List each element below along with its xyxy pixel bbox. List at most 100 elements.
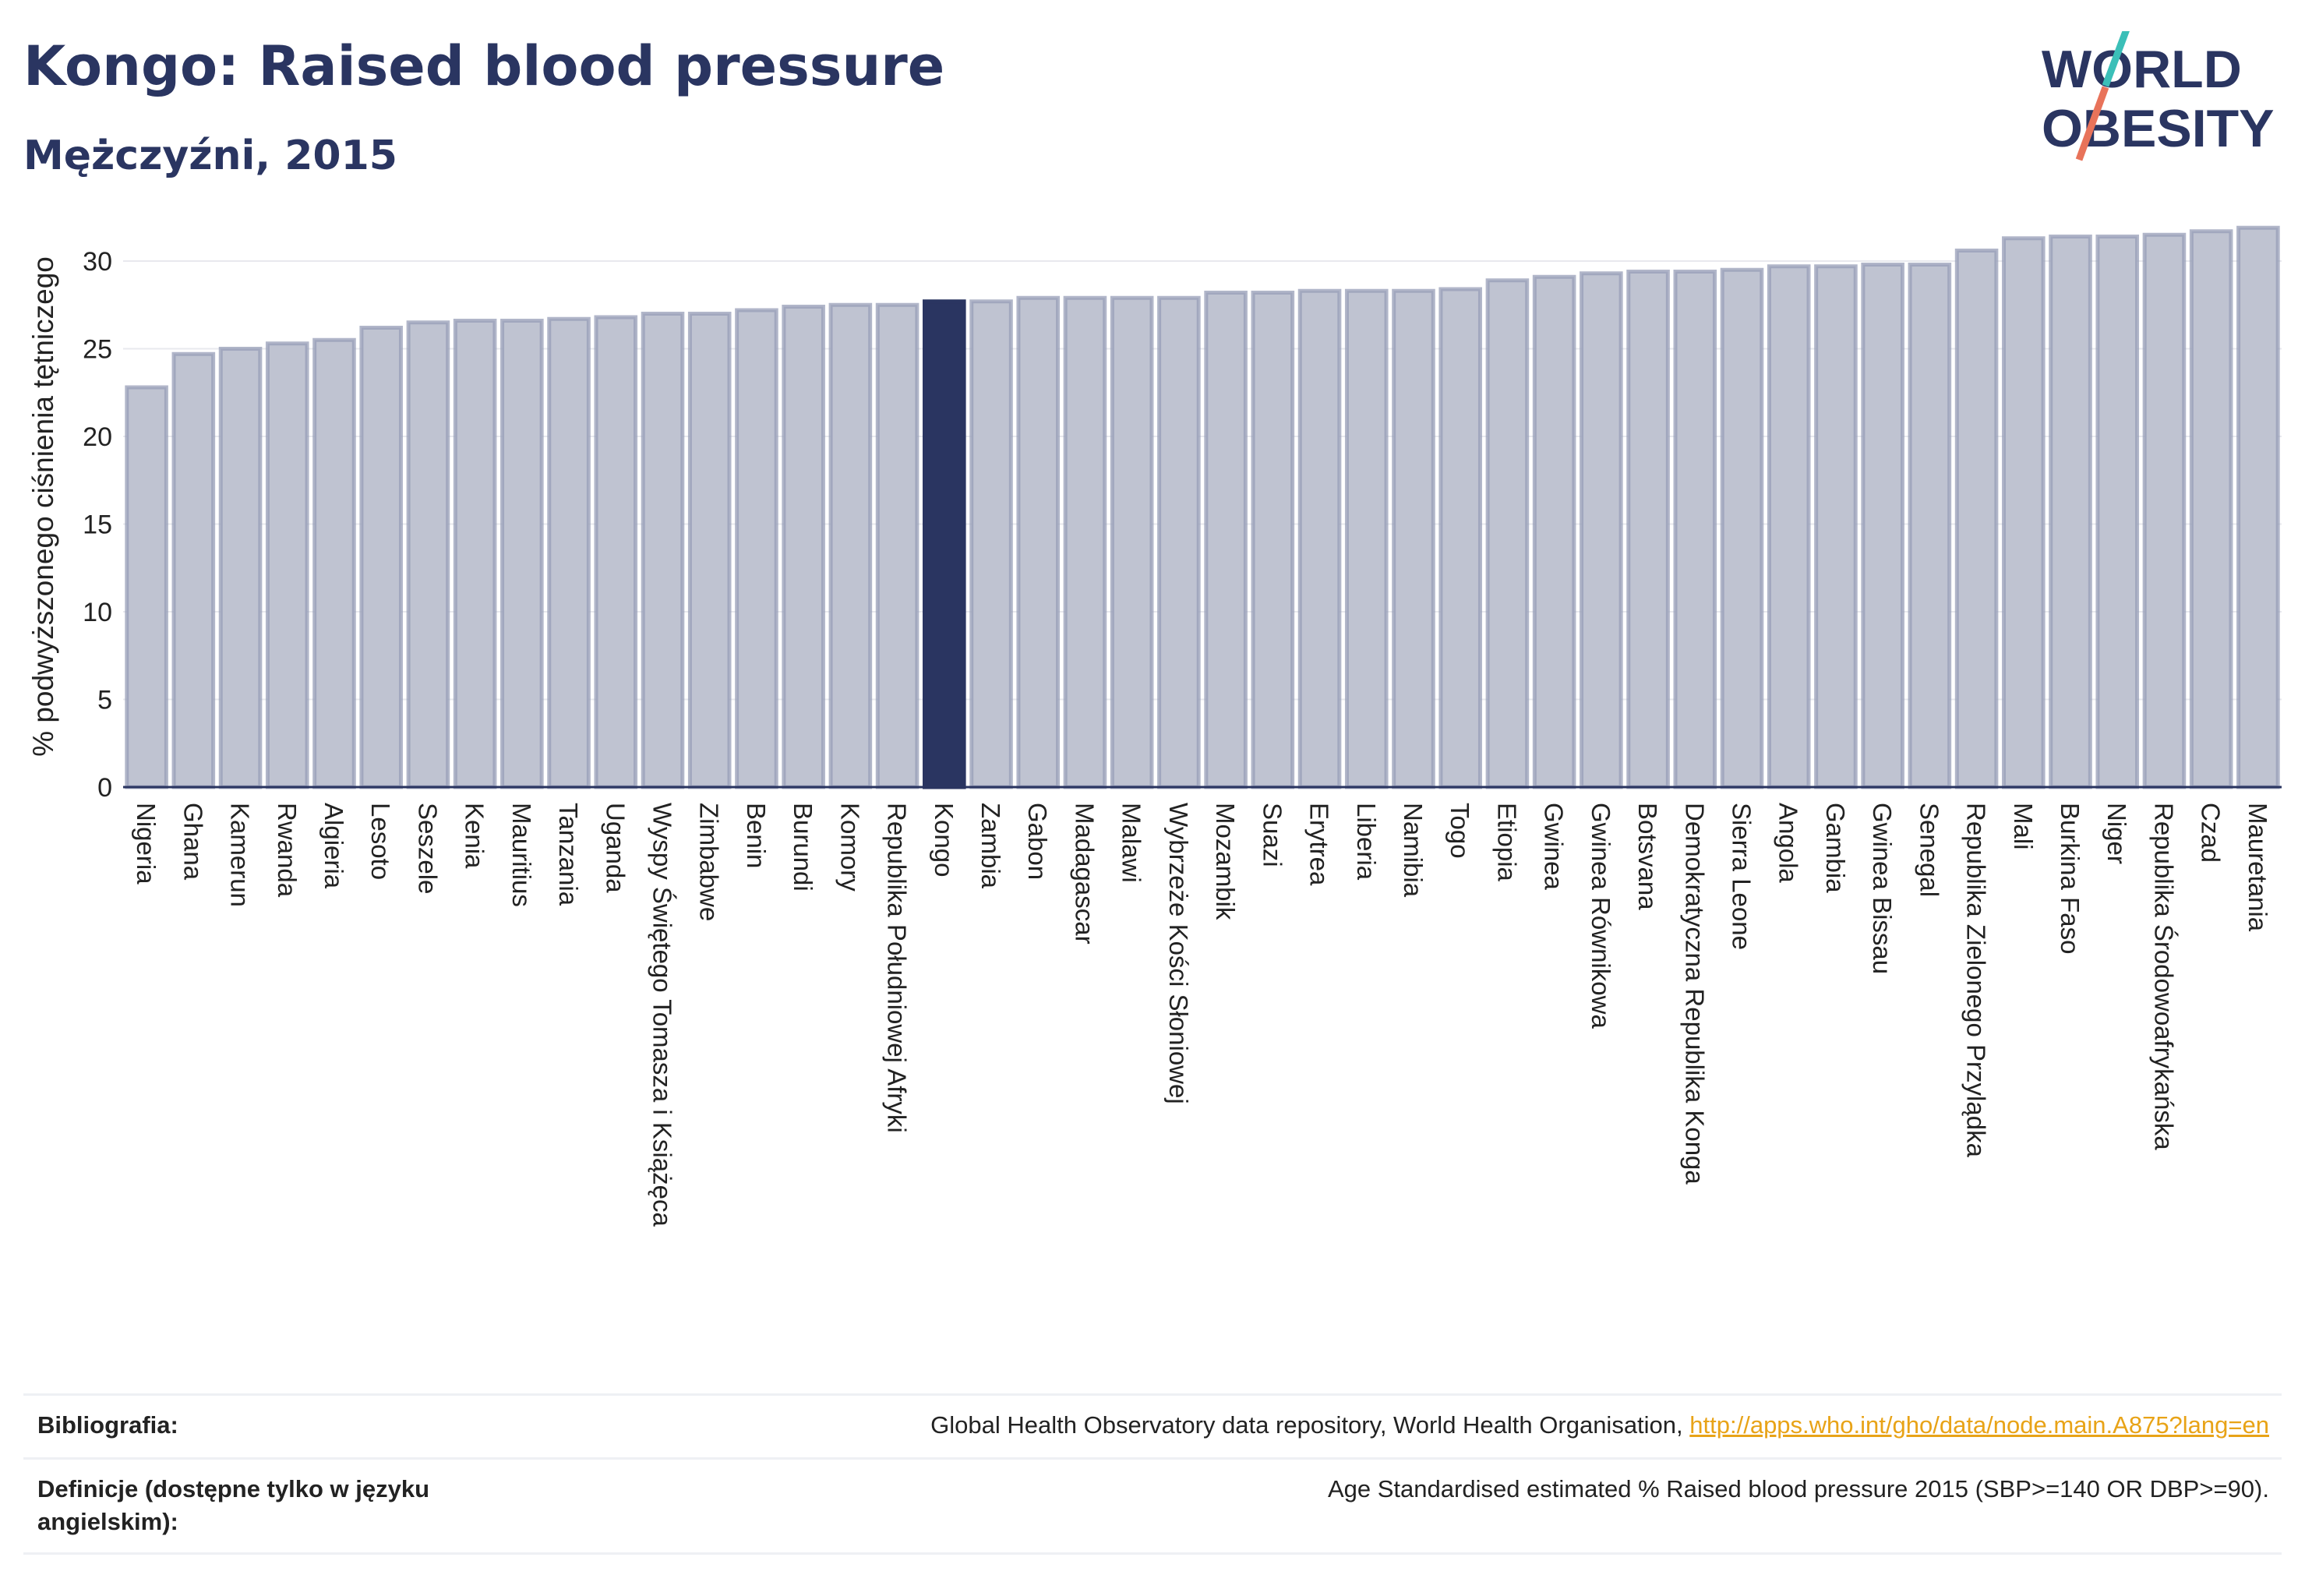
bar-botsvana[interactable] — [1626, 270, 1670, 789]
bar-demokratyczna-republika-konga[interactable] — [1673, 270, 1717, 789]
y-tick-label: 10 — [83, 598, 112, 627]
x-tick-label: Wyspy Świętego Tomasza i Książęca — [648, 803, 678, 1227]
x-tick-label: Demokratyczna Republika Konga — [1680, 803, 1709, 1185]
bar-wybrzeże-kości-słoniowej[interactable] — [1157, 295, 1201, 789]
bar-gwinea-równikowa[interactable] — [1580, 271, 1623, 789]
bar-tanzania[interactable] — [547, 316, 591, 789]
bar-kenia[interactable] — [453, 319, 497, 789]
bar-ghana[interactable] — [171, 351, 216, 789]
y-axis-label: % podwyższonego ciśnienia tętniczego — [27, 256, 59, 757]
x-tick-label: Kamerun — [226, 803, 255, 907]
x-tick-label: Wybrzeże Kości Słoniowej — [1164, 803, 1193, 1104]
x-tick-label: Gambia — [1821, 803, 1850, 893]
y-tick-label: 5 — [97, 686, 112, 715]
x-tick-label: Mozambik — [1211, 803, 1240, 920]
bar-wyspy-świętego-tomasza-i-książęca[interactable] — [641, 312, 685, 789]
bar-erytrea[interactable] — [1297, 288, 1342, 789]
bar-republika-środowoafrykańska[interactable] — [2142, 232, 2187, 789]
footer-separator-bottom — [23, 1552, 2282, 1555]
x-tick-label: Gabon — [1023, 803, 1052, 880]
bar-lesoto[interactable] — [359, 326, 403, 789]
bar-seszele[interactable] — [406, 320, 450, 789]
x-tick-label: Rwanda — [273, 803, 302, 898]
x-tick-label: Tanzania — [554, 803, 583, 906]
axes: 0 5 10 15 20 25 30 Nigeria Ghana Kamerun Rwanda Alg… — [83, 247, 2282, 1227]
bars — [125, 225, 2280, 789]
bar-namibia[interactable] — [1392, 288, 1435, 789]
bar-gwinea-bissau[interactable] — [1861, 263, 1904, 789]
bar-liberia[interactable] — [1344, 288, 1389, 789]
x-tick-label: Algieria — [319, 803, 348, 889]
definitions-text: Age Standardised estimated % Raised bloo… — [1327, 1475, 2269, 1502]
bar-czad[interactable] — [2189, 229, 2233, 789]
x-tick-label: Etiopia — [1492, 803, 1521, 882]
bar-kongo[interactable] — [923, 299, 966, 789]
page-subtitle: Mężczyźni, 2015 — [23, 132, 397, 179]
bar-benin[interactable] — [735, 308, 778, 789]
logo-slash-bottom-icon — [2075, 86, 2109, 161]
x-tick-label: Nigeria — [132, 803, 161, 885]
x-tick-label: Komory — [835, 803, 864, 892]
y-tick-label: 25 — [83, 335, 112, 365]
bibliography-text: Global Health Observatory data repositor… — [930, 1411, 1683, 1439]
bar-senegal[interactable] — [1908, 263, 1952, 789]
x-tick-label: Gwinea — [1540, 803, 1569, 891]
bar-zambia[interactable] — [969, 299, 1013, 789]
bar-kamerun[interactable] — [218, 347, 263, 789]
y-tick-label: 0 — [97, 773, 112, 803]
bar-gambia[interactable] — [1814, 264, 1858, 789]
bar-gabon[interactable] — [1016, 295, 1061, 789]
x-tick-label: Kenia — [461, 803, 489, 869]
bar-gwinea[interactable] — [1532, 274, 1576, 789]
x-tick-label: Erytrea — [1305, 803, 1334, 886]
bar-rwanda[interactable] — [265, 341, 309, 789]
bar-mozambik[interactable] — [1204, 291, 1248, 789]
x-tick-label: Zambia — [976, 803, 1005, 889]
bar-algieria[interactable] — [312, 337, 356, 789]
bar-niger[interactable] — [2095, 235, 2140, 789]
x-tick-label: Liberia — [1352, 803, 1381, 881]
x-tick-label: Republika Południowej Afryki — [883, 803, 912, 1133]
bar-etiopia[interactable] — [1485, 278, 1530, 789]
y-tick-label: 20 — [83, 422, 112, 452]
bar-angola[interactable] — [1767, 264, 1811, 789]
bar-republika-zielonego-przylądka[interactable] — [1954, 249, 1999, 789]
x-tick-label: Niger — [2102, 803, 2131, 864]
bar-mauretania[interactable] — [2236, 225, 2280, 789]
bar-burundi[interactable] — [782, 305, 825, 789]
bar-zimbabwe[interactable] — [687, 312, 732, 789]
definitions-label: Definicje (dostępne tylko w języku angie… — [37, 1475, 430, 1535]
x-tick-label: Mauretania — [2243, 803, 2272, 932]
x-tick-label: Czad — [2197, 803, 2226, 863]
bar-mauritius[interactable] — [500, 319, 544, 789]
bar-malawi[interactable] — [1110, 295, 1154, 789]
bar-republika-południowej-afryki[interactable] — [875, 302, 920, 789]
x-tick-label: Gwinea Bissau — [1868, 803, 1897, 974]
x-tick-label: Ghana — [178, 803, 207, 881]
footer-separator-top — [23, 1393, 2282, 1396]
bar-nigeria[interactable] — [125, 385, 168, 789]
bibliography-link[interactable]: http://apps.who.int/gho/data/node.main.A… — [1689, 1411, 2269, 1439]
footer-separator-middle — [23, 1457, 2282, 1460]
bar-uganda[interactable] — [594, 315, 638, 789]
x-tick-label: Malawi — [1117, 803, 1146, 883]
x-tick-label: Benin — [742, 803, 771, 868]
bar-suazi[interactable] — [1251, 291, 1295, 789]
x-tick-label: Republika Zielonego Przylądka — [1962, 803, 1991, 1158]
bar-burkina-faso[interactable] — [2049, 235, 2092, 789]
bibliography-value: Global Health Observatory data repositor… — [930, 1409, 2269, 1442]
bar-madagascar[interactable] — [1063, 295, 1107, 789]
bar-mali[interactable] — [2002, 236, 2046, 789]
x-tick-label: Madagascar — [1070, 803, 1099, 945]
bar-sierra-leone[interactable] — [1720, 267, 1764, 789]
bar-togo[interactable] — [1438, 287, 1482, 789]
bar-komory[interactable] — [828, 302, 873, 789]
bibliography-label: Bibliografia: — [37, 1411, 178, 1439]
page-title: Kongo: Raised blood pressure — [23, 34, 945, 98]
x-tick-label: Mauritius — [507, 803, 536, 907]
x-tick-label: Botsvana — [1633, 803, 1662, 910]
logo-slash-top-icon — [2102, 31, 2130, 87]
x-tick-label: Zimbabwe — [695, 803, 724, 921]
x-tick-label: Uganda — [601, 803, 630, 893]
logo-line1: WORLD — [2042, 40, 2242, 99]
